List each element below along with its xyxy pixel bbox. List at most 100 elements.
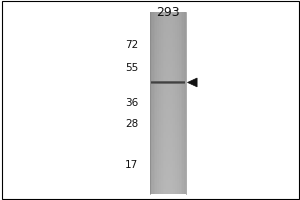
Bar	[172, 183, 173, 184]
Bar	[161, 29, 163, 30]
Bar	[173, 47, 175, 48]
Bar	[150, 114, 152, 115]
Bar	[170, 130, 172, 131]
Bar	[177, 186, 179, 187]
Bar	[166, 188, 168, 189]
Bar	[155, 41, 157, 42]
Bar	[179, 158, 181, 159]
Bar	[172, 100, 173, 101]
Bar	[164, 193, 166, 194]
Bar	[164, 192, 166, 193]
Bar	[170, 45, 172, 46]
Bar	[177, 123, 179, 124]
Bar	[152, 88, 154, 89]
Bar	[182, 148, 184, 149]
Bar	[172, 174, 173, 175]
Bar	[184, 172, 186, 173]
Bar	[175, 124, 177, 125]
Bar	[166, 95, 168, 96]
Bar	[155, 129, 157, 130]
Bar	[152, 70, 154, 71]
Bar	[177, 58, 179, 59]
Bar	[164, 153, 166, 154]
Bar	[166, 148, 168, 149]
Bar	[177, 111, 179, 112]
Bar	[184, 95, 186, 96]
Bar	[177, 12, 179, 13]
Bar	[163, 144, 164, 145]
Bar	[152, 118, 154, 119]
Bar	[161, 140, 163, 141]
Bar	[170, 14, 172, 15]
Bar	[152, 108, 154, 109]
Bar	[168, 84, 170, 85]
Bar	[166, 50, 168, 51]
Bar	[164, 64, 166, 65]
Bar	[150, 16, 152, 17]
Bar	[155, 85, 157, 86]
Bar	[179, 56, 181, 57]
Bar	[152, 96, 154, 97]
Bar	[181, 111, 182, 112]
Bar	[161, 22, 163, 23]
Bar	[159, 80, 161, 81]
Bar	[181, 133, 182, 134]
Bar	[161, 173, 163, 174]
Bar	[168, 124, 170, 125]
Bar	[184, 46, 186, 47]
Bar	[181, 110, 182, 111]
Bar	[150, 190, 152, 191]
Bar	[152, 61, 154, 62]
Bar	[157, 181, 159, 182]
Bar	[163, 42, 164, 43]
Bar	[177, 27, 179, 28]
Bar	[177, 190, 179, 191]
Bar	[154, 129, 155, 130]
Bar	[177, 41, 179, 42]
Bar	[155, 185, 157, 186]
Bar	[161, 13, 163, 14]
Bar	[152, 151, 154, 152]
Bar	[154, 175, 155, 176]
Bar	[168, 135, 170, 136]
Bar	[168, 158, 170, 159]
Bar	[172, 23, 173, 24]
Bar	[150, 91, 152, 92]
Bar	[184, 192, 186, 193]
Bar	[155, 67, 157, 68]
Bar	[161, 63, 163, 64]
Bar	[184, 137, 186, 138]
Bar	[172, 24, 173, 25]
Bar	[173, 130, 175, 131]
Bar	[161, 59, 163, 60]
Bar	[152, 103, 154, 104]
Bar	[166, 17, 168, 18]
Bar	[184, 34, 186, 35]
Bar	[173, 161, 175, 162]
Bar	[172, 80, 173, 81]
Bar	[157, 82, 159, 83]
Bar	[150, 115, 152, 116]
Bar	[155, 18, 157, 19]
Bar	[181, 44, 182, 45]
Bar	[163, 13, 164, 14]
Bar	[152, 170, 154, 171]
Bar	[155, 80, 157, 81]
Bar	[166, 147, 168, 148]
Bar	[164, 145, 166, 146]
Bar	[163, 18, 164, 19]
Bar	[154, 180, 155, 181]
Bar	[155, 34, 157, 35]
Bar	[163, 102, 164, 103]
Bar	[173, 112, 175, 113]
Bar	[166, 145, 168, 146]
Bar	[157, 110, 159, 111]
Bar	[179, 119, 181, 120]
Bar	[166, 86, 168, 87]
Bar	[184, 147, 186, 148]
Bar	[173, 61, 175, 62]
Bar	[163, 67, 164, 68]
Bar	[173, 17, 175, 18]
Bar	[164, 162, 166, 163]
Bar	[154, 184, 155, 185]
